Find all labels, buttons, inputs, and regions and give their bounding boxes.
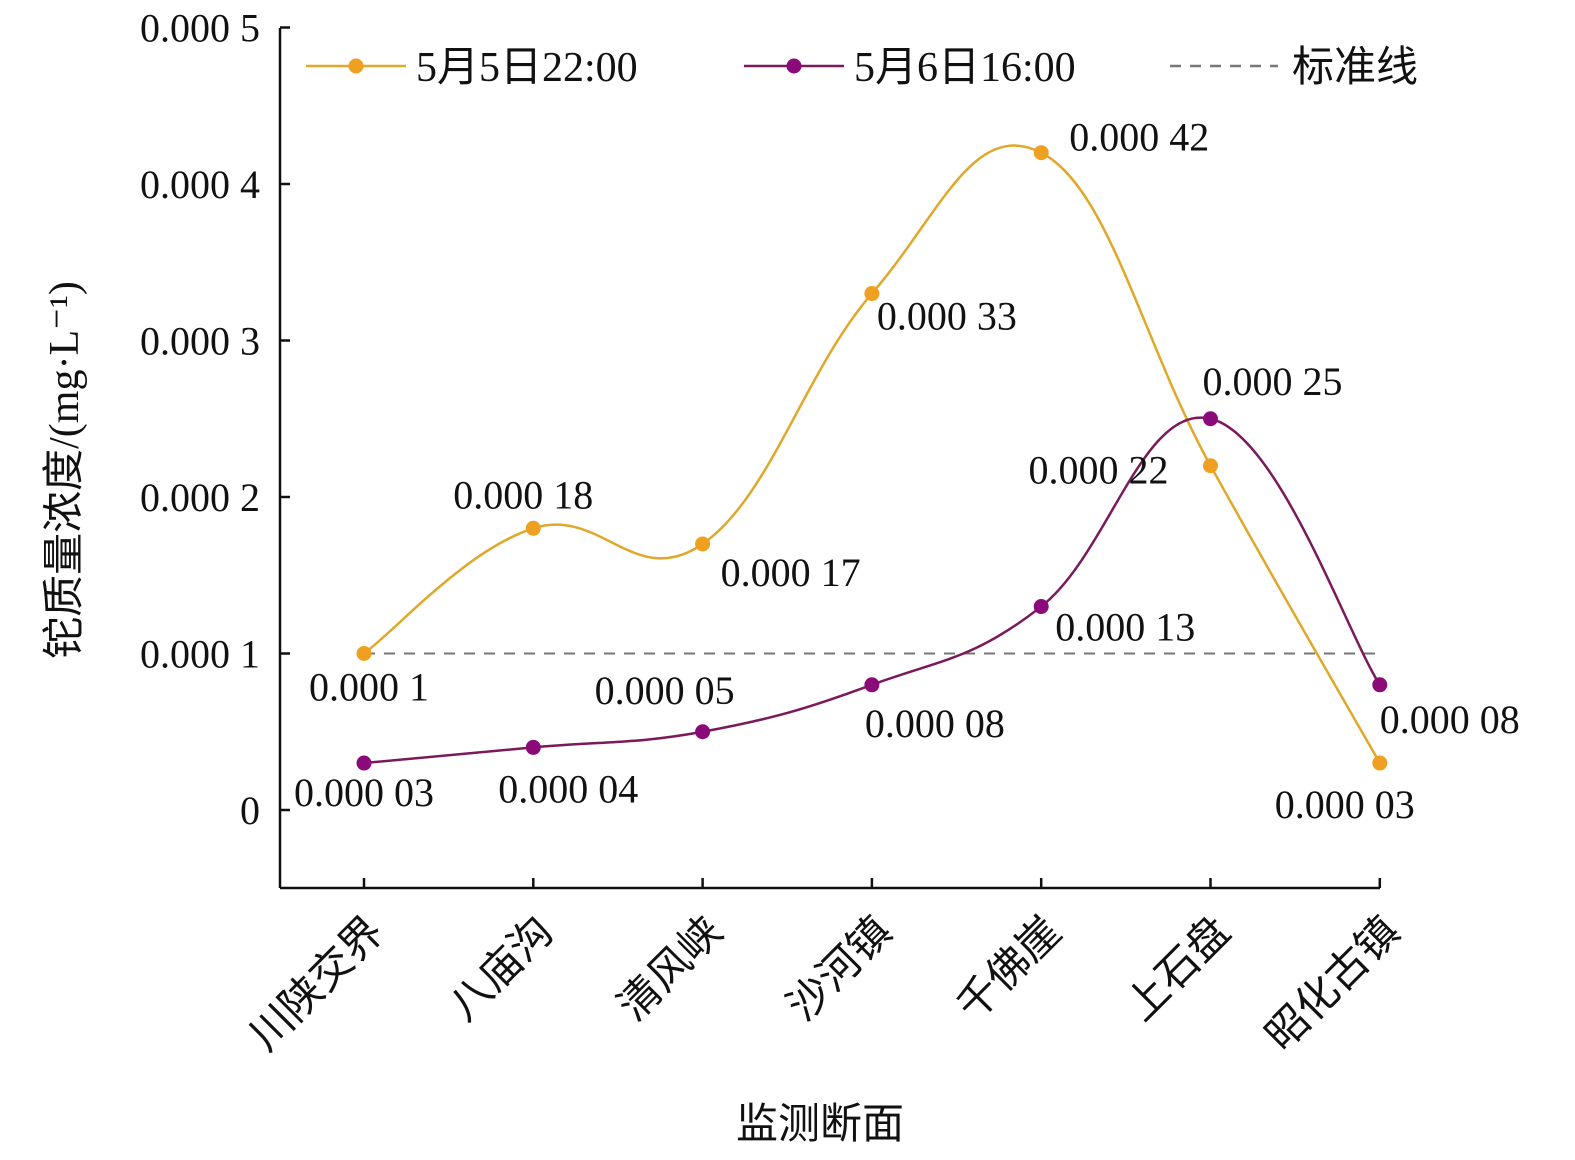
legend-label-1: 5月5日22:00: [416, 45, 638, 91]
y-ticks: 0 0.000 1 0.000 2 0.000 3 0.000 4 0.000 5: [140, 6, 290, 833]
data-label: 0.000 18: [453, 472, 593, 517]
series-1-point: [1033, 145, 1049, 161]
x-axis-title: 监测断面: [736, 1102, 904, 1148]
x-tick-label: 上石盘: [1117, 908, 1239, 1030]
y-tick-label: 0.000 3: [140, 319, 260, 364]
legend-marker-2: [786, 58, 802, 74]
series-1-point: [525, 520, 541, 536]
y-tick-label: 0: [240, 788, 260, 833]
data-label: 0.000 33: [877, 294, 1017, 339]
data-label: 0.000 42: [1069, 115, 1209, 160]
series-1-point: [1203, 458, 1218, 474]
series-line-1: [363, 144, 1381, 764]
legend-label-2: 5月6日16:00: [854, 45, 1076, 91]
legend: 5月5日22:00 5月6日16:00 标准线: [306, 45, 1418, 91]
y-axis-title: 铊质量浓度/(mg·L⁻¹): [42, 281, 88, 659]
y-tick-label: 0.000 1: [140, 632, 260, 677]
y-tick-label: 0.000 2: [140, 475, 260, 520]
series-1-point: [356, 646, 372, 661]
data-label: 0.000 04: [498, 766, 638, 811]
series-1-point: [695, 536, 711, 552]
x-tick-label: 八庙沟: [441, 909, 563, 1031]
x-ticks: 川陕交界 八庙沟 清风峡 沙河镇 千佛崖 上石盘 昭化古镇: [241, 878, 1409, 1060]
series-2-point: [864, 677, 880, 693]
data-label: 0.000 08: [865, 701, 1005, 746]
series-1-point: [1372, 755, 1388, 771]
data-label: 0.000 03: [294, 770, 434, 815]
series-2-point: [1372, 677, 1388, 693]
series-layer: [356, 144, 1388, 771]
x-tick-label: 清风峡: [610, 909, 732, 1031]
data-label: 0.000 25: [1203, 359, 1343, 404]
data-label: 0.000 22: [1029, 448, 1169, 493]
series-2-point: [1033, 599, 1049, 615]
series-2-point: [525, 739, 541, 755]
data-label: 0.000 1: [309, 665, 429, 710]
data-label: 0.000 17: [721, 550, 861, 595]
series-2-point: [356, 755, 372, 771]
data-labels: 0.000 1 0.000 18 0.000 17 0.000 33 0.000 42 0…: [294, 115, 1520, 827]
series-2-point: [1203, 411, 1218, 427]
series-1-point: [864, 286, 880, 302]
y-tick-label: 0.000 5: [140, 6, 260, 51]
data-label: 0.000 08: [1380, 697, 1520, 742]
data-label: 0.000 05: [595, 668, 735, 713]
axes: 0 0.000 1 0.000 2 0.000 3 0.000 4 0.000 5 川陕交…: [140, 6, 1409, 1060]
legend-label-3: 标准线: [1292, 45, 1418, 91]
data-label: 0.000 13: [1055, 605, 1195, 650]
series-2-point: [695, 724, 711, 740]
x-tick-label: 千佛崖: [949, 909, 1071, 1031]
x-tick-label: 昭化古镇: [1258, 909, 1409, 1060]
data-label: 0.000 03: [1275, 782, 1415, 827]
x-tick-label: 川陕交界: [241, 908, 393, 1060]
y-tick-label: 0.000 4: [140, 162, 260, 207]
x-tick-label: 沙河镇: [779, 909, 901, 1031]
legend-marker-1: [348, 58, 364, 74]
